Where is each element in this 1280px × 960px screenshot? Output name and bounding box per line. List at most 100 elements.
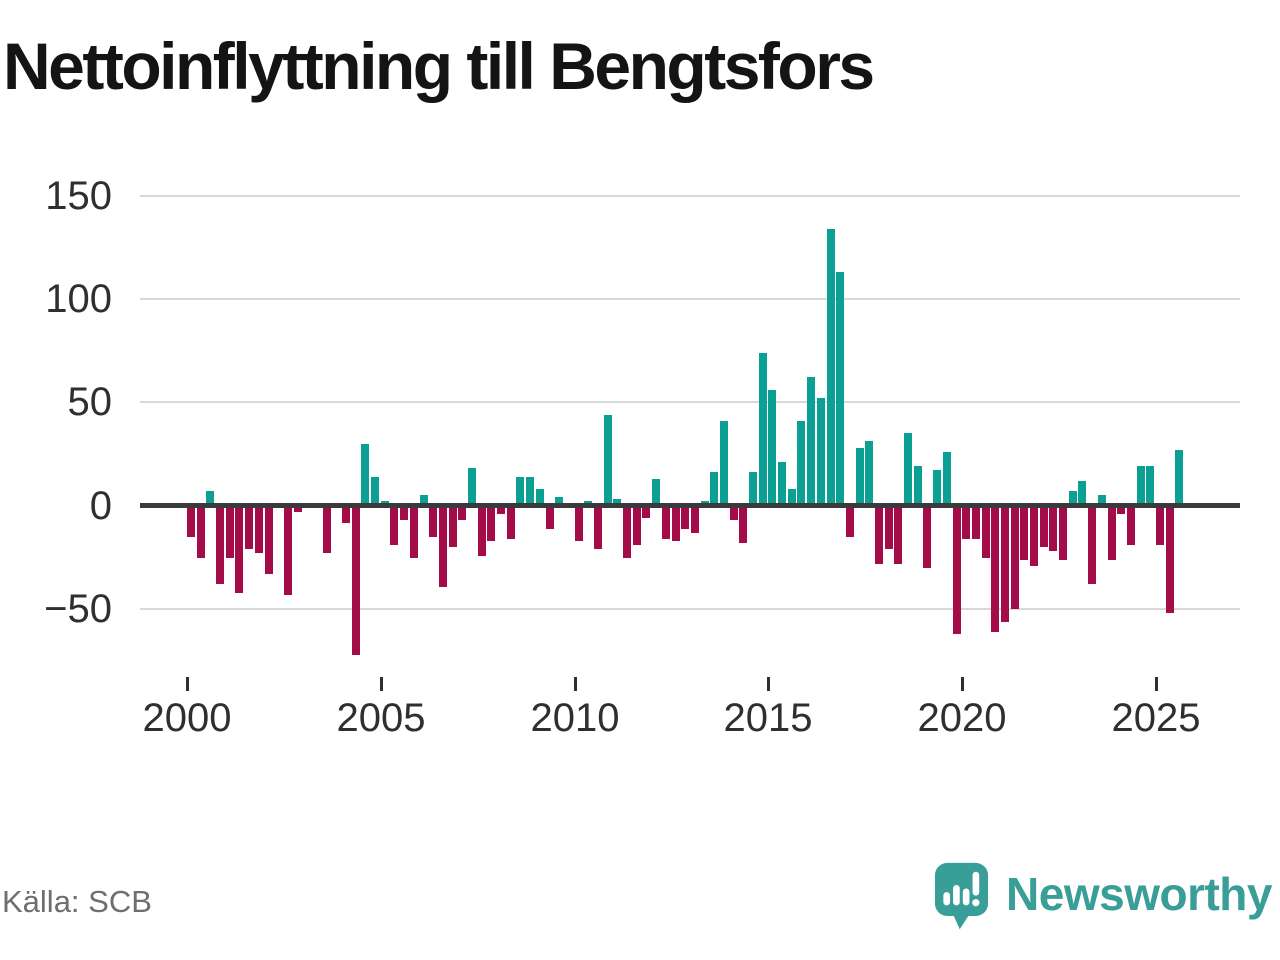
bar	[623, 506, 631, 558]
bar	[662, 506, 670, 539]
bar	[458, 506, 466, 520]
bar	[497, 506, 505, 514]
x-axis-tick-mark	[380, 677, 383, 691]
y-axis-tick-label: −50	[44, 586, 112, 631]
bar	[904, 433, 912, 505]
bar	[1117, 506, 1125, 514]
bar	[206, 491, 214, 505]
x-axis-tick-mark	[574, 677, 577, 691]
x-axis-tick-label: 2025	[1111, 696, 1201, 740]
x-axis-tick-mark	[767, 677, 770, 691]
bar	[962, 506, 970, 539]
x-axis-tick-mark	[1155, 677, 1158, 691]
bar	[991, 506, 999, 632]
bar	[245, 506, 253, 549]
bar	[846, 506, 854, 537]
bar	[255, 506, 263, 553]
bar	[536, 489, 544, 506]
bar	[216, 506, 224, 584]
bar	[361, 444, 369, 506]
bar	[759, 353, 767, 506]
bar	[575, 506, 583, 541]
bar	[1040, 506, 1048, 547]
bar	[546, 506, 554, 529]
bar	[817, 398, 825, 505]
bar	[914, 466, 922, 505]
bar	[1108, 506, 1116, 560]
bar	[420, 495, 428, 505]
bar	[594, 506, 602, 549]
zero-axis-line	[140, 503, 1240, 508]
bar	[1069, 491, 1077, 505]
bar	[923, 506, 931, 568]
bar	[807, 377, 815, 505]
bar	[604, 415, 612, 506]
bar	[672, 506, 680, 541]
bar	[827, 229, 835, 506]
gridline	[140, 401, 1240, 404]
bar	[342, 506, 350, 523]
bar	[1020, 506, 1028, 560]
bar	[187, 506, 195, 537]
bar	[691, 506, 699, 533]
bar	[1030, 506, 1038, 566]
bar	[768, 390, 776, 506]
bar	[371, 477, 379, 506]
bar	[1011, 506, 1019, 609]
gridline	[140, 194, 1240, 197]
bar	[894, 506, 902, 564]
x-axis-tick-mark	[961, 677, 964, 691]
y-axis-tick-label: 150	[45, 173, 112, 218]
bar	[739, 506, 747, 543]
chart-title: Nettoinflyttning till Bengtsfors	[3, 29, 875, 103]
bar	[788, 489, 796, 506]
bar	[410, 506, 418, 558]
x-axis-tick-label: 2020	[917, 696, 1007, 740]
bar	[507, 506, 515, 539]
x-axis-tick-label: 2000	[142, 696, 232, 740]
bar	[1166, 506, 1174, 613]
newsworthy-logo: Newsworthy	[934, 862, 1272, 931]
bar	[1059, 506, 1067, 560]
bar	[1175, 450, 1183, 506]
bar	[1001, 506, 1009, 622]
bar	[836, 272, 844, 505]
bar	[1146, 466, 1154, 505]
x-axis-tick-mark	[186, 677, 189, 691]
x-axis-tick-label: 2010	[530, 696, 620, 740]
bar	[633, 506, 641, 545]
bar	[323, 506, 331, 553]
bar	[885, 506, 893, 549]
bar	[1156, 506, 1164, 545]
bar	[642, 506, 650, 518]
source-label: Källa: SCB	[2, 884, 152, 919]
bar	[681, 506, 689, 529]
bar	[1049, 506, 1057, 551]
bar	[235, 506, 243, 593]
bar	[875, 506, 883, 564]
bar	[429, 506, 437, 537]
bar	[390, 506, 398, 545]
bar	[1137, 466, 1145, 505]
bar	[865, 441, 873, 505]
bar	[972, 506, 980, 539]
bar	[284, 506, 292, 595]
bar	[487, 506, 495, 541]
bar	[400, 506, 408, 520]
bar	[797, 421, 805, 506]
bar	[478, 506, 486, 556]
bar	[1098, 495, 1106, 505]
gridline	[140, 607, 1240, 610]
bar	[526, 477, 534, 506]
gridline	[140, 298, 1240, 300]
newsworthy-logo-icon	[935, 862, 989, 930]
bar	[982, 506, 990, 558]
bar	[953, 506, 961, 634]
bar	[555, 497, 563, 505]
bar	[749, 472, 757, 505]
y-axis-tick-label: 50	[67, 380, 113, 425]
bar	[652, 479, 660, 506]
bar	[516, 477, 524, 506]
bar	[226, 506, 234, 558]
